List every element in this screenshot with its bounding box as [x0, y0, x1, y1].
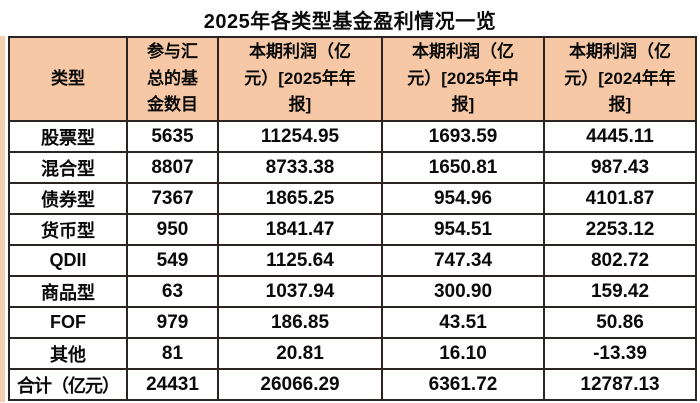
table-cell: 11254.95 [217, 120, 383, 153]
table-cell: 300.90 [381, 275, 545, 308]
table-cell: 802.72 [543, 244, 697, 277]
row-label: 商品型 [8, 275, 128, 308]
row-label: 债券型 [8, 182, 128, 215]
table-row-qdii: QDII 549 1125.64 747.34 802.72 [8, 244, 697, 277]
table-cell: -13.39 [543, 337, 697, 370]
table-cell: 16.10 [381, 337, 545, 370]
table-cell: 1125.64 [217, 244, 383, 277]
left-edge-strip [0, 36, 5, 402]
table-cell: 6361.72 [381, 368, 545, 401]
table-row-money-market: 货币型 950 1841.47 954.51 2253.12 [8, 213, 697, 246]
table-cell: 81 [126, 337, 219, 370]
table-cell: 8807 [126, 151, 219, 184]
table-cell: 987.43 [543, 151, 697, 184]
column-header-type: 类型 [8, 36, 128, 122]
table-cell: 7367 [126, 182, 219, 215]
row-label: 其他 [8, 337, 128, 370]
table-cell: 1693.59 [381, 120, 545, 153]
table-row-bond: 债券型 7367 1865.25 954.96 4101.87 [8, 182, 697, 215]
row-label: 货币型 [8, 213, 128, 246]
table-cell: 50.86 [543, 306, 697, 339]
table-cell: 4445.11 [543, 120, 697, 153]
table-cell: 63 [126, 275, 219, 308]
table-cell: 159.42 [543, 275, 697, 308]
table-row-commodity: 商品型 63 1037.94 300.90 159.42 [8, 275, 697, 308]
table-cell: 4101.87 [543, 182, 697, 215]
table-row-fof: FOF 979 186.85 43.51 50.86 [8, 306, 697, 339]
table-cell: 43.51 [381, 306, 545, 339]
column-header-profit-2024-annual: 本期利润（亿 元）[2024年年 报] [543, 36, 697, 122]
table-cell: 549 [126, 244, 219, 277]
row-label: 股票型 [8, 120, 128, 153]
table-cell: 1841.47 [217, 213, 383, 246]
column-header-profit-2025-interim: 本期利润（亿 元）[2025年中 报] [381, 36, 545, 122]
table-row-equity: 股票型 5635 11254.95 1693.59 4445.11 [8, 120, 697, 153]
row-label: QDII [8, 244, 128, 277]
header-row: 类型 参与汇 总的基 金数目 本期利润（亿 元）[2025年年 报] 本期利润（… [8, 36, 697, 122]
table-row-total: 合计（亿元） 24431 26066.29 6361.72 12787.13 [8, 368, 697, 401]
table-header: 类型 参与汇 总的基 金数目 本期利润（亿 元）[2025年年 报] 本期利润（… [8, 36, 697, 122]
table-cell: 954.51 [381, 213, 545, 246]
table-cell: 1865.25 [217, 182, 383, 215]
table-cell: 954.96 [381, 182, 545, 215]
row-label-total: 合计（亿元） [8, 368, 128, 401]
row-label: FOF [8, 306, 128, 339]
page-title: 2025年各类型基金盈利情况一览 [203, 11, 497, 33]
row-label: 混合型 [8, 151, 128, 184]
table-cell: 1037.94 [217, 275, 383, 308]
table-cell: 2253.12 [543, 213, 697, 246]
table-cell: 20.81 [217, 337, 383, 370]
table-row-other: 其他 81 20.81 16.10 -13.39 [8, 337, 697, 370]
table-cell: 979 [126, 306, 219, 339]
table-body: 股票型 5635 11254.95 1693.59 4445.11 混合型 88… [8, 120, 697, 401]
table-cell: 747.34 [381, 244, 545, 277]
table-cell: 12787.13 [543, 368, 697, 401]
table-cell: 26066.29 [217, 368, 383, 401]
table-cell: 186.85 [217, 306, 383, 339]
fund-profit-table: 类型 参与汇 总的基 金数目 本期利润（亿 元）[2025年年 报] 本期利润（… [8, 36, 697, 401]
table-cell: 1650.81 [381, 151, 545, 184]
table-cell: 24431 [126, 368, 219, 401]
column-header-fund-count: 参与汇 总的基 金数目 [126, 36, 219, 122]
table-cell: 8733.38 [217, 151, 383, 184]
table-row-hybrid: 混合型 8807 8733.38 1650.81 987.43 [8, 151, 697, 184]
table-cell: 5635 [126, 120, 219, 153]
table-cell: 950 [126, 213, 219, 246]
column-header-profit-2025-annual: 本期利润（亿 元）[2025年年 报] [217, 36, 383, 122]
